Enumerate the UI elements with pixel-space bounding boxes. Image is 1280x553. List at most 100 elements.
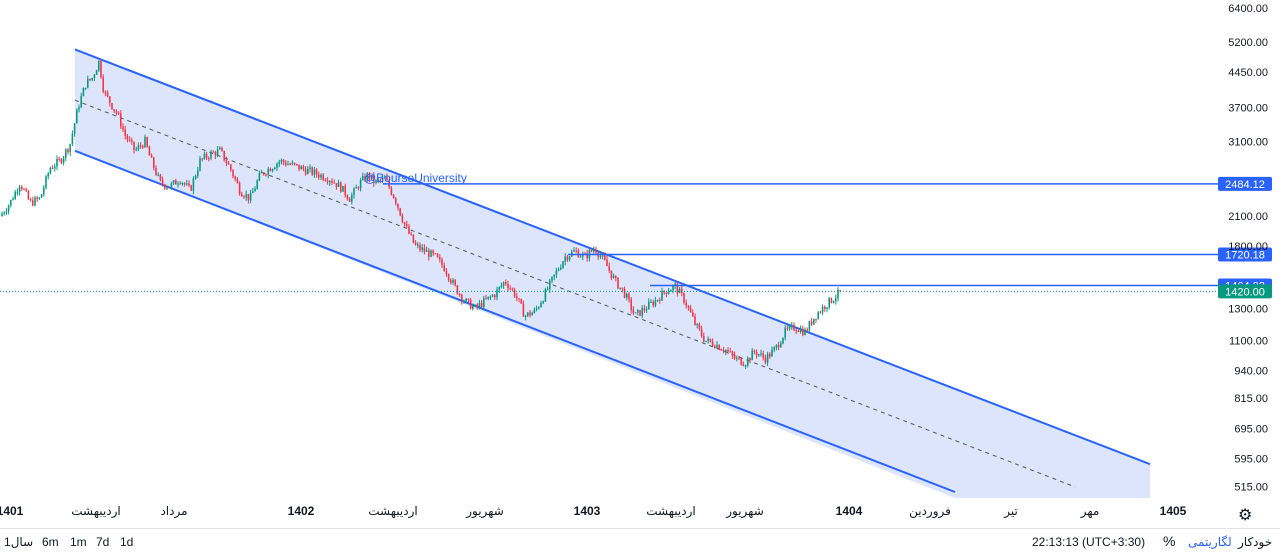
candle-body: [529, 312, 531, 316]
auto-scale-toggle[interactable]: خودکار: [1238, 535, 1273, 549]
candle-body: [610, 270, 613, 278]
candle-body: [258, 172, 261, 181]
candle-body: [120, 113, 122, 127]
candle-body: [421, 247, 423, 250]
candle-body: [641, 308, 643, 316]
candle-body: [782, 337, 784, 344]
candle-body: [685, 302, 687, 306]
candle-body: [659, 299, 661, 301]
time-axis[interactable]: 1401 اردیبهشت مرداد 1402 اردیبهشت شهریور 1403 ا…: [0, 504, 1187, 519]
candle-body: [771, 349, 773, 357]
candle-body: [496, 289, 498, 298]
candle-body: [652, 301, 654, 306]
candle-body: [205, 153, 208, 158]
candle-body: [562, 261, 564, 268]
regression-channel[interactable]: [74, 48, 1151, 499]
candle-body: [82, 88, 85, 97]
timeframe-6m[interactable]: 6m: [42, 535, 59, 549]
candle-body: [32, 200, 34, 206]
price-axis[interactable]: 6400.00 5200.00 4450.00 3700.00 3100.00 2100.…: [1228, 3, 1268, 493]
timeframe-1d[interactable]: 1d: [120, 535, 134, 549]
candle-body: [370, 175, 373, 179]
channel-lower-line[interactable]: [74, 149, 956, 493]
candle-body: [377, 179, 379, 181]
candle-body: [260, 172, 263, 174]
candle-body: [634, 312, 637, 314]
candle-body: [654, 300, 657, 306]
candle-body: [465, 298, 467, 301]
candle-body: [364, 176, 366, 181]
candle-body: [166, 187, 168, 189]
candle-body: [621, 287, 624, 289]
candle-body: [403, 222, 406, 225]
candle-body: [36, 197, 38, 199]
candle-body: [329, 180, 331, 183]
percent-toggle[interactable]: %: [1163, 533, 1176, 549]
candle-body: [340, 182, 342, 192]
candle-body: [401, 215, 404, 223]
candle-body: [14, 191, 16, 200]
candle-body: [502, 282, 505, 286]
candle-body: [60, 159, 63, 163]
timeframe-1m[interactable]: 1m: [70, 535, 87, 549]
candle-body: [678, 288, 681, 294]
price-tick-label: 1300.00: [1228, 303, 1268, 315]
candle-body: [236, 179, 239, 184]
candle-body: [210, 151, 212, 159]
candle-body: [122, 126, 124, 130]
candle-body: [234, 176, 236, 180]
candle-body: [788, 325, 791, 329]
candle-body: [126, 135, 129, 140]
candle-body: [458, 293, 461, 295]
candle-body: [159, 174, 162, 180]
candle-body: [698, 323, 701, 329]
candle-body: [93, 74, 96, 79]
candle-body: [804, 329, 806, 335]
candle-body: [267, 168, 269, 175]
candle-body: [384, 177, 386, 179]
candle-body: [720, 349, 723, 351]
candle-body: [302, 166, 305, 170]
candle-body: [483, 298, 485, 308]
price-tick-label: 3700.00: [1228, 102, 1268, 114]
candle-body: [766, 353, 769, 363]
candle-body: [672, 285, 674, 291]
candle-body: [456, 285, 459, 294]
candle-body: [216, 149, 219, 156]
time-tick-label: شهریور: [465, 504, 504, 519]
candle-body: [604, 255, 606, 260]
candle-body: [208, 157, 210, 159]
candle-body: [676, 283, 679, 294]
candle-body: [751, 350, 753, 361]
candle-body: [485, 298, 487, 300]
price-tick-label: 3100.00: [1228, 136, 1268, 148]
candle-body: [417, 244, 419, 246]
candle-body: [386, 177, 388, 181]
channel-median-line: [74, 99, 1076, 488]
candle-body: [595, 249, 597, 253]
candle-body: [753, 350, 756, 353]
log-scale-toggle[interactable]: لگاریتمی: [1188, 535, 1232, 549]
timeframe-1y[interactable]: 1سال: [4, 535, 34, 549]
candle-body: [241, 193, 243, 197]
settings-gear-icon[interactable]: ⚙: [1238, 507, 1253, 524]
channel-upper-line[interactable]: [74, 48, 1151, 466]
clock-display[interactable]: 22:13:13 (UTC+3:30): [1032, 535, 1146, 549]
channel-fill: [75, 49, 1150, 499]
candle-body: [355, 187, 357, 189]
candle-body: [434, 253, 437, 255]
candle-body: [392, 194, 395, 199]
candle-body: [89, 78, 91, 80]
timeframe-7d[interactable]: 7d: [96, 535, 110, 549]
candle-body: [707, 338, 709, 341]
time-tick-label: اردیبهشت: [368, 504, 417, 519]
candle-body: [76, 109, 78, 124]
candle-body: [689, 307, 692, 313]
candle-body: [777, 344, 780, 348]
candle-body: [527, 312, 529, 316]
candle-body: [109, 96, 111, 104]
candle-body: [476, 304, 478, 307]
candle-body: [837, 289, 839, 299]
